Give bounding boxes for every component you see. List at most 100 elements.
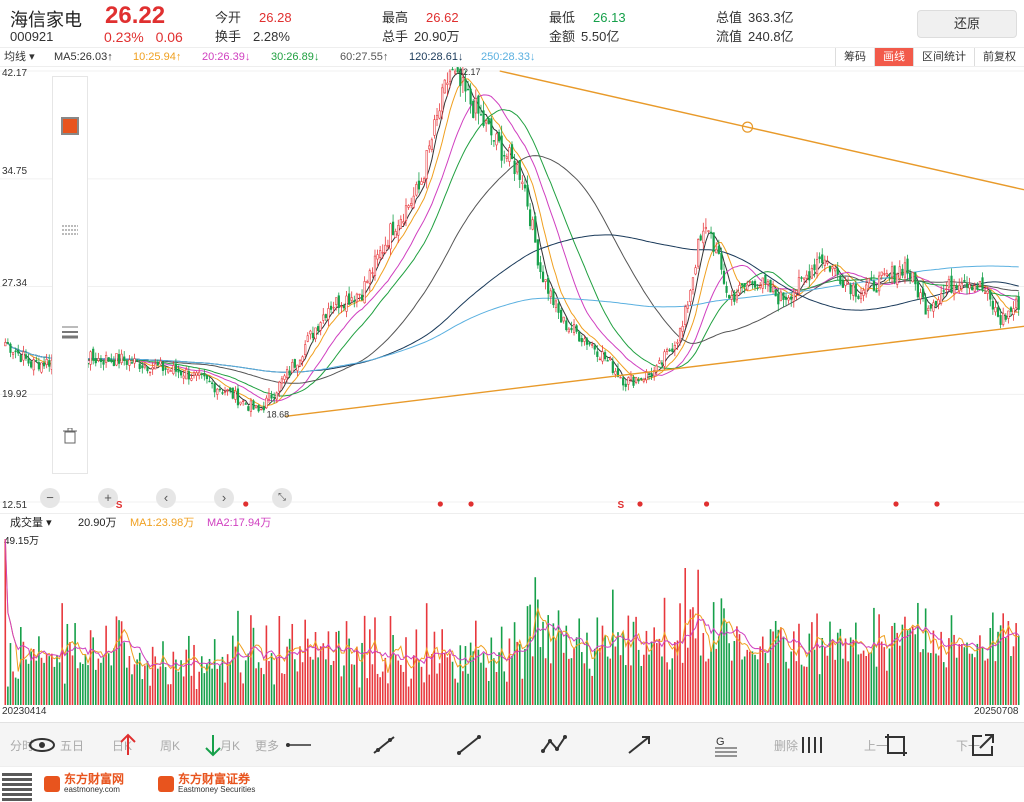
tab-intraday[interactable]: 分时: [10, 738, 35, 753]
candle: [420, 177, 423, 185]
candle: [764, 273, 767, 290]
volume-bar: [829, 621, 831, 705]
volume-bar: [718, 636, 720, 705]
volume-bar: [792, 631, 795, 705]
volume-bar: [873, 607, 875, 705]
candle: [177, 365, 180, 379]
candle: [469, 83, 472, 114]
volume-bar: [281, 673, 283, 705]
volume-ma-line: [4, 538, 1019, 673]
volume-selector[interactable]: 成交量 ▾: [10, 517, 52, 529]
crop-icon[interactable]: [884, 723, 908, 767]
trash-icon[interactable]: [59, 425, 81, 447]
volume-bar: [878, 614, 880, 705]
volume-bar: [337, 630, 340, 705]
volume-bar: [387, 683, 389, 705]
candle: [280, 375, 284, 389]
tab-more[interactable]: 更多: [255, 738, 280, 753]
candle: [448, 69, 452, 89]
arrow-tool-icon[interactable]: [625, 723, 653, 767]
fibonacci-tool-icon[interactable]: G: [712, 723, 740, 767]
candle: [857, 294, 860, 300]
candle: [994, 299, 997, 316]
high-marker: 42.17: [458, 67, 481, 77]
ma-selector[interactable]: 均线 ▾: [4, 51, 35, 63]
candle: [505, 153, 508, 163]
segment-tool-icon[interactable]: [370, 723, 398, 767]
volume-bar: [472, 651, 475, 705]
candle: [526, 175, 529, 210]
volume-bar: [650, 641, 653, 705]
share-icon[interactable]: [970, 723, 996, 767]
candle: [329, 301, 333, 314]
stock-code: 000921: [10, 29, 54, 44]
volume-bar: [252, 627, 255, 705]
volume-bar: [376, 673, 379, 705]
prev-button[interactable]: 上一: [864, 738, 889, 753]
line-style-icon[interactable]: [59, 219, 81, 241]
volume-bar: [681, 662, 684, 705]
candle: [730, 290, 733, 306]
tab-monthly-k[interactable]: 月K: [220, 738, 241, 753]
ray-tool-icon[interactable]: [285, 723, 313, 767]
tab-chips[interactable]: 筹码: [835, 48, 874, 66]
line-tool-icon[interactable]: [455, 723, 483, 767]
volume-bar: [1004, 637, 1007, 705]
volume-bar: [599, 647, 601, 705]
candle: [965, 276, 969, 295]
volume-bar: [188, 635, 190, 705]
candle: [565, 317, 568, 332]
candle: [490, 116, 493, 146]
candle: [298, 359, 302, 367]
next-button[interactable]: 下一: [956, 738, 981, 753]
volume-bar: [795, 661, 798, 705]
scroll-left-button[interactable]: ‹: [156, 488, 176, 508]
eye-icon[interactable]: [28, 723, 56, 767]
fullscreen-icon[interactable]: ⤡: [272, 488, 292, 508]
candle: [792, 288, 795, 308]
candle: [828, 265, 832, 273]
delete-button[interactable]: 删除: [774, 738, 799, 753]
candle: [813, 258, 816, 278]
candle: [756, 283, 759, 291]
tab-weekly-k[interactable]: 周K: [160, 738, 181, 753]
scroll-right-button[interactable]: ›: [214, 488, 234, 508]
tab-forward-adjust[interactable]: 前复权: [974, 48, 1024, 66]
volume-bar: [45, 654, 48, 705]
line-width-icon[interactable]: [59, 321, 81, 343]
zoom-out-button[interactable]: −: [40, 488, 60, 508]
polyline-tool-icon[interactable]: [540, 723, 568, 767]
kline-chart[interactable]: 42.17 18.68 S S: [0, 67, 1024, 513]
restore-button[interactable]: 还原: [917, 10, 1017, 38]
bars-icon[interactable]: [800, 723, 826, 767]
volume-bar: [79, 662, 82, 705]
candle: [154, 358, 157, 370]
candle: [888, 273, 891, 282]
candle: [890, 261, 894, 285]
volume-bar: [433, 631, 436, 705]
stock-name: 海信家电: [10, 10, 82, 30]
candle: [875, 285, 878, 293]
tab-draw[interactable]: 画线: [874, 48, 913, 66]
candle: [823, 255, 826, 272]
candle: [782, 292, 785, 307]
volume-bar: [997, 631, 999, 705]
arrow-down-icon[interactable]: [203, 723, 223, 767]
candle: [691, 277, 695, 295]
candle: [291, 359, 294, 374]
candle: [112, 356, 115, 367]
volume-bar: [922, 649, 924, 705]
zoom-in-button[interactable]: +: [98, 488, 118, 508]
arrow-up-icon[interactable]: [118, 723, 138, 767]
volume-bar: [231, 635, 234, 705]
volume-bar: [637, 649, 640, 705]
tab-five-day[interactable]: 五日: [60, 738, 85, 753]
volume-bar: [485, 667, 487, 705]
tab-range-stats[interactable]: 区间统计: [913, 48, 974, 66]
candle: [270, 390, 273, 403]
candle: [914, 271, 917, 291]
candle: [404, 198, 408, 227]
volume-bar: [69, 642, 71, 705]
color-swatch-icon[interactable]: [59, 115, 81, 137]
candle: [218, 384, 221, 393]
